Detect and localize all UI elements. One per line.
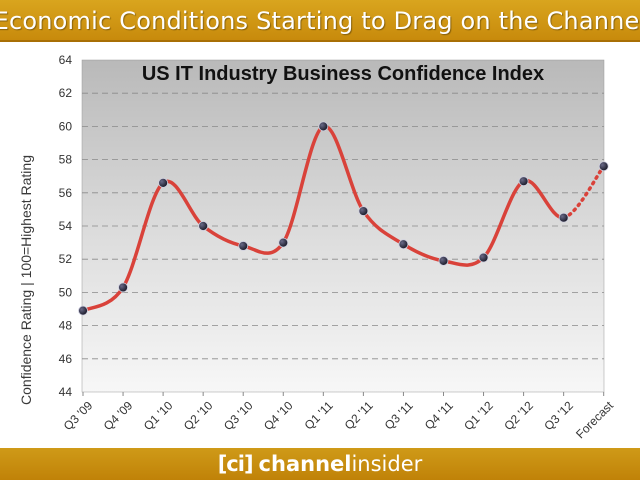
x-tick-label: Q4 '11 [422,398,456,432]
x-tick-label: Q1 '12 [461,398,496,433]
data-point [558,212,569,223]
channel-insider-logo: [ci] channel insider [218,452,423,476]
data-point [318,121,329,132]
chart-title: US IT Industry Business Confidence Index [142,63,544,85]
y-tick-label: 50 [59,285,73,299]
y-tick-label: 46 [59,352,73,366]
x-tick-label: Q3 '12 [541,398,576,433]
y-axis-label: Confidence Rating | 100=Highest Rating [18,155,34,405]
data-point [198,221,209,231]
x-tick-label: Q3 '10 [221,398,256,433]
logo-word-channel: channel [258,452,352,476]
y-tick-label: 58 [59,153,73,167]
logo-bracket: [ci] [217,452,254,476]
x-axis-ticks: Q3 '09 Q4 '09 Q1 '10 Q2 '10 Q3 '10 Q4 '10 Q1 '… [61,392,617,441]
x-tick-label: Q4 '09 [101,398,136,433]
data-points [78,121,609,316]
x-tick-label: Q1 '11 [302,398,336,432]
data-point [118,282,128,293]
x-tick-label: Forecast [573,398,616,441]
data-point [278,237,289,248]
data-point [518,176,529,187]
data-point [358,206,369,216]
x-tick-label: Q3 '11 [382,398,416,432]
y-axis-ticks: 44 46 48 50 52 54 56 58 60 62 64 [59,53,73,399]
x-tick-label: Q2 '10 [181,398,216,433]
data-point [478,252,489,263]
chart-area: 44 46 48 50 52 54 56 58 60 62 64 Q3 '09 Q4 '09 Q1 '1… [0,42,640,448]
y-tick-label: 56 [59,186,73,200]
title-banner: Economic Conditions Starting to Drag on … [0,0,640,42]
footer-banner: [ci] channel insider [0,448,640,480]
forecast-line [561,164,606,220]
data-point [158,177,169,188]
y-tick-label: 48 [59,319,73,333]
y-tick-label: 52 [59,252,73,266]
y-tick-label: 54 [59,219,73,233]
data-point [238,241,249,251]
x-tick-label: Q4 '10 [261,398,296,433]
data-point [398,239,409,250]
x-tick-label: Q1 '10 [141,398,176,433]
data-point [78,305,88,316]
y-tick-label: 44 [59,385,73,399]
logo-word-insider: insider [351,452,423,476]
x-tick-label: Q2 '11 [342,398,376,432]
x-tick-label: Q3 '09 [61,398,96,433]
y-tick-label: 64 [59,53,73,67]
data-point [598,161,609,172]
y-tick-label: 62 [59,86,73,100]
banner-title: Economic Conditions Starting to Drag on … [0,7,640,35]
y-tick-label: 60 [59,119,73,133]
x-tick-label: Q2 '12 [501,398,536,433]
data-point [438,255,449,266]
